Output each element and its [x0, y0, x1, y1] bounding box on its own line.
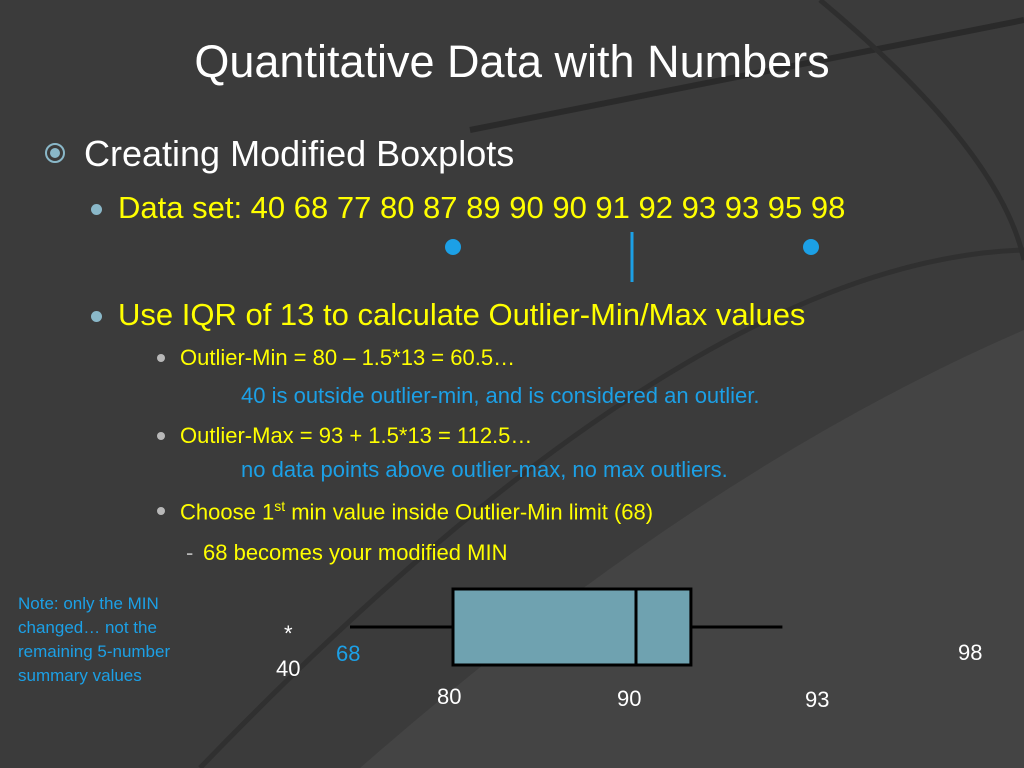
quartile-markers	[445, 232, 819, 282]
outlier-label: 40	[276, 656, 301, 681]
bullet-dot-icon	[91, 204, 102, 215]
bullet-dot-icon	[157, 507, 165, 515]
choose-superscript: st	[274, 498, 286, 514]
bullet-dot-icon	[91, 311, 102, 322]
outlier-min-line: Outlier-Min = 80 – 1.5*13 = 60.5…	[180, 345, 516, 370]
choose-suffix: min value inside Outlier-Min limit (68)	[285, 499, 654, 525]
median-label: 90	[617, 686, 642, 711]
choose-prefix: Choose 1	[180, 499, 275, 525]
dataset-line: Data set: 40 68 77 80 87 89 90 90 91 92 …	[118, 190, 846, 225]
bullet-dot-icon	[157, 354, 165, 362]
circle-bullet-icon	[45, 143, 65, 163]
heading-creating-modified-boxplots: Creating Modified Boxplots	[84, 133, 515, 174]
outlier-max-note: no data points above outlier-max, no max…	[241, 457, 728, 482]
q1-label: 80	[437, 684, 462, 709]
q1-marker-dot	[445, 239, 461, 255]
q3-label: 93	[805, 687, 830, 712]
modified-min-line: 68 becomes your modified MIN	[203, 540, 508, 565]
iqr-box	[451, 587, 693, 667]
outlier-min-note: 40 is outside outlier-min, and is consid…	[241, 383, 760, 408]
choose-min-line: Choose 1st min value inside Outlier-Min …	[180, 498, 653, 525]
whisker-min-label: 68	[336, 641, 361, 666]
bullet-dot-icon	[157, 432, 165, 440]
iqr-line: Use IQR of 13 to calculate Outlier-Min/M…	[118, 297, 806, 332]
outlier-asterisk: *	[284, 621, 293, 646]
max-label: 98	[958, 640, 983, 665]
q3-marker-dot	[803, 239, 819, 255]
dash-bullet: -	[186, 540, 194, 565]
slide-title: Quantitative Data with Numbers	[194, 36, 830, 87]
outlier-max-line: Outlier-Max = 93 + 1.5*13 = 112.5…	[180, 423, 533, 448]
note-text: Note: only the MIN changed… not the rema…	[18, 594, 171, 685]
